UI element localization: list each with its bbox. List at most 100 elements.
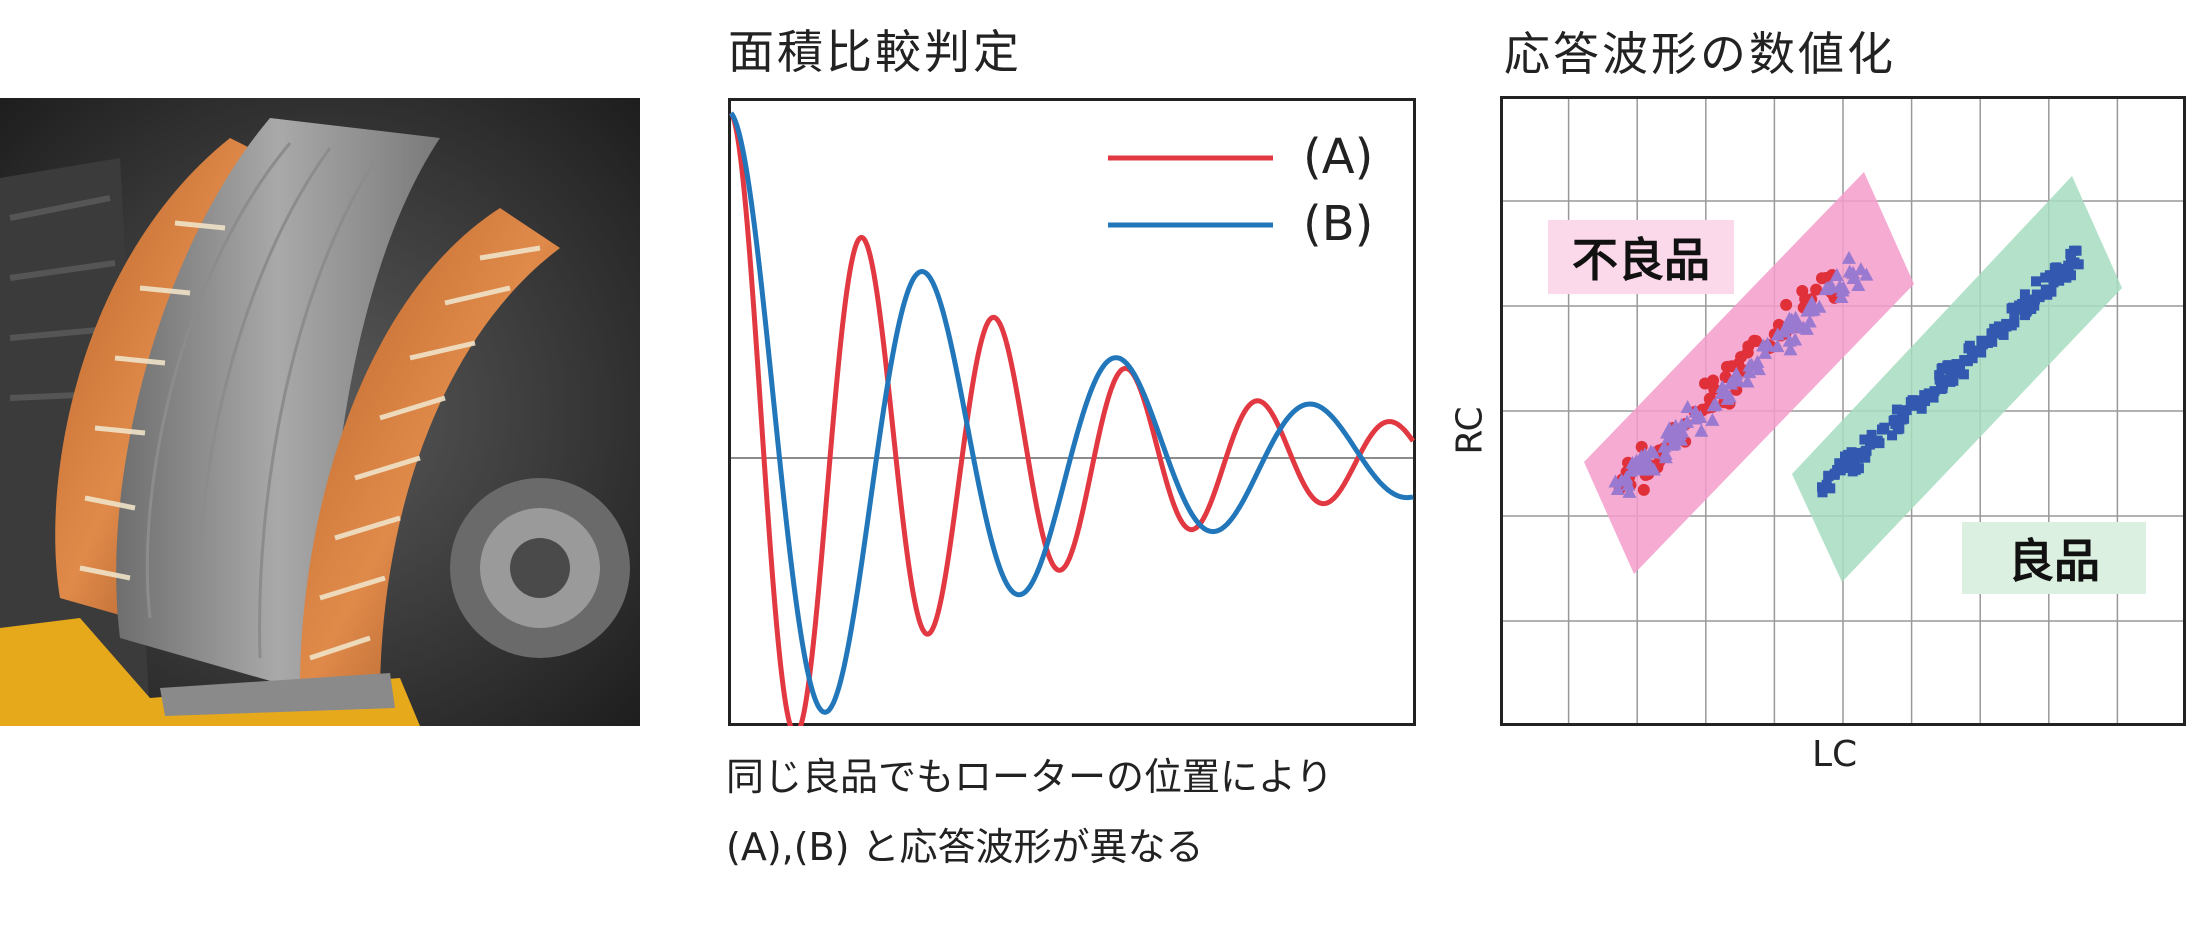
scatter-point <box>1610 482 1625 496</box>
scatter-point <box>2029 300 2040 311</box>
scatter-point <box>1842 264 1857 278</box>
scatter-point <box>1982 337 1993 348</box>
scatter-point <box>2051 262 2062 273</box>
scatter-point <box>2054 275 2065 286</box>
scatter-point <box>1958 369 1969 380</box>
scatter-point <box>1923 388 1934 399</box>
good-blue-points <box>1817 245 2084 498</box>
scatter-point <box>2057 263 2068 274</box>
scatter-point <box>2040 284 2051 295</box>
x-axis-label: LC <box>1812 734 1858 775</box>
scatter-point <box>1729 366 1744 380</box>
scatter-point <box>1897 414 1908 425</box>
scatter-point <box>1779 320 1794 334</box>
scatter-point <box>1748 334 1761 347</box>
scatter-point <box>1861 445 1872 456</box>
y-axis-label: RC <box>1449 406 1491 455</box>
caption-line-1: 同じ良品でもローターの位置により <box>726 755 1334 799</box>
scatter-point <box>1874 438 1885 449</box>
area-comparison-title: 面積比較判定 <box>728 25 1022 79</box>
scatter-point <box>2034 292 2045 303</box>
scatter-point <box>2046 286 2057 297</box>
scatter-point <box>1688 404 1703 418</box>
scatter-point <box>1742 365 1757 379</box>
scatter-point <box>1770 339 1785 353</box>
scatter-point <box>1714 386 1729 400</box>
scatter-point <box>1619 470 1634 484</box>
defective-purple-points <box>1608 250 1874 498</box>
scatter-point <box>1937 383 1948 394</box>
scatter-point <box>1967 353 1978 364</box>
scatter-point <box>1662 421 1677 435</box>
scatter-point <box>1825 483 1836 494</box>
scatter-point <box>1782 333 1797 347</box>
scatter-point <box>1675 424 1690 438</box>
scatter-point <box>2008 302 2019 313</box>
waveform-digitization-title: 応答波形の数値化 <box>1504 27 1896 81</box>
scatter-point <box>1948 369 1959 380</box>
caption-line-2: (A),(B) と応答波形が異なる <box>726 825 1204 869</box>
scatter-point <box>1920 396 1931 407</box>
scatter-point <box>2001 321 2012 332</box>
scatter-point <box>1621 477 1636 491</box>
scatter-point <box>2022 305 2033 316</box>
scatter-point <box>1720 360 1733 373</box>
scatter-point <box>2063 261 2074 272</box>
scatter-point <box>1916 403 1927 414</box>
scatter-point <box>1894 423 1905 434</box>
legend-a-label: (A) <box>1303 129 1373 185</box>
scatter-point <box>1829 268 1844 282</box>
scatter-frame <box>1500 96 2186 726</box>
wave-b-line <box>729 111 1414 715</box>
scatter-point <box>1638 454 1653 468</box>
scatter-point <box>1852 453 1863 464</box>
scatter-point <box>2009 309 2020 320</box>
scatter-point <box>1841 250 1856 264</box>
scatter-point <box>1750 354 1765 368</box>
scatter-point <box>1990 327 2001 338</box>
scatter-point <box>1962 356 1973 367</box>
scatter-point <box>1976 347 1987 358</box>
scatter-point <box>2044 270 2055 281</box>
scatter-point <box>1993 321 2004 332</box>
scatter-point <box>1824 279 1839 293</box>
scatter-point <box>1859 434 1870 445</box>
scatter-point <box>1929 386 1940 397</box>
wave-a-line <box>728 111 1416 737</box>
scatter-point <box>2071 245 2082 256</box>
scatter-point <box>1742 358 1757 372</box>
scatter-point <box>2023 295 2034 306</box>
scatter-point <box>1735 350 1748 363</box>
scatter-point <box>1694 423 1709 437</box>
scatter-point <box>1780 298 1793 311</box>
scatter-point <box>1642 460 1657 474</box>
scatter-point <box>1810 283 1823 296</box>
good-label: 良品 <box>2008 534 2100 588</box>
scatter-point <box>1866 429 1877 440</box>
scatter-point <box>1804 295 1819 309</box>
scatter-point <box>1945 376 1956 387</box>
scatter-point <box>2031 276 2042 287</box>
scatter-point <box>1853 463 1864 474</box>
scatter-point <box>2048 277 2059 288</box>
scatter-point <box>1706 377 1719 390</box>
scatter-point <box>1853 262 1868 276</box>
scatter-point <box>1853 447 1864 458</box>
scatter-point <box>1834 458 1845 469</box>
scatter-point <box>1723 376 1738 390</box>
scatter-point <box>1680 414 1695 428</box>
scatter-point <box>1760 338 1775 352</box>
motor-stator-photo <box>0 98 640 726</box>
scatter-point <box>1751 362 1766 376</box>
scatter-point <box>1758 345 1773 359</box>
scatter-point <box>1783 342 1798 356</box>
scatter-point <box>1680 399 1695 413</box>
scatter-point <box>1823 470 1834 481</box>
scatter-point <box>1705 412 1720 426</box>
defective-label: 不良品 <box>1572 233 1710 287</box>
scatter-point <box>1836 280 1851 294</box>
scatter-point <box>1955 362 1966 373</box>
scatter-point <box>1887 430 1898 441</box>
scatter-point <box>1799 321 1814 335</box>
scatter-point <box>1608 474 1623 488</box>
